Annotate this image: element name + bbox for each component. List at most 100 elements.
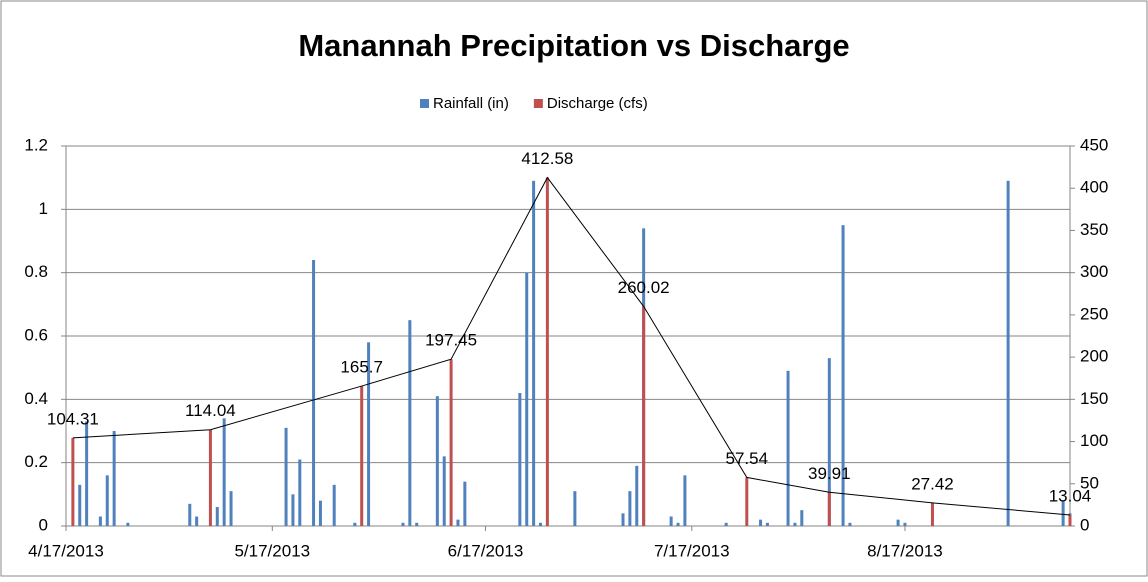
- bar: [642, 306, 646, 526]
- bar: [545, 177, 549, 526]
- data-label: 165.7: [340, 358, 383, 377]
- chart-title: Manannah Precipitation vs Discharge: [298, 28, 849, 63]
- bar: [85, 421, 89, 526]
- bar: [332, 484, 336, 526]
- y2-tick-label: 300: [1080, 262, 1108, 281]
- bar: [298, 459, 302, 526]
- bar: [105, 475, 109, 526]
- bar: [367, 342, 371, 526]
- bar: [1068, 514, 1072, 526]
- bar: [745, 477, 749, 526]
- bar: [538, 522, 542, 526]
- bar: [669, 516, 673, 526]
- y2-tick-label: 400: [1080, 178, 1108, 197]
- y-tick-label: 0.8: [24, 262, 48, 281]
- bar: [841, 225, 845, 526]
- legend-swatch: [533, 99, 543, 108]
- bar: [628, 491, 632, 526]
- y-tick-label: 0.6: [24, 325, 48, 344]
- bar: [525, 272, 529, 526]
- bar: [78, 484, 82, 526]
- bar: [724, 522, 728, 526]
- bar: [126, 522, 130, 526]
- x-tick-label: 8/17/2013: [867, 541, 943, 560]
- data-label: 104.31: [47, 409, 99, 428]
- data-label: 412.58: [521, 149, 573, 168]
- bar: [415, 522, 419, 526]
- bar: [222, 418, 226, 526]
- y2-tick-label: 150: [1080, 389, 1108, 408]
- bar: [765, 522, 769, 526]
- bar: [208, 429, 212, 526]
- data-label: 13.04: [1049, 486, 1092, 505]
- bar: [573, 491, 577, 526]
- bar: [195, 516, 199, 526]
- x-tick-label: 7/17/2013: [654, 541, 730, 560]
- bar: [408, 320, 412, 526]
- bar: [456, 519, 460, 526]
- bar: [621, 513, 625, 526]
- bar: [353, 522, 357, 526]
- bar: [71, 437, 75, 526]
- bar: [518, 393, 522, 526]
- bar: [759, 519, 763, 526]
- bar: [463, 481, 467, 526]
- bar: [291, 494, 295, 526]
- bar: [793, 522, 797, 526]
- y2-tick-label: 350: [1080, 220, 1108, 239]
- bar: [1061, 500, 1065, 526]
- bar: [112, 431, 116, 526]
- x-tick-label: 4/17/2013: [28, 541, 104, 560]
- bar: [532, 180, 536, 527]
- bar: [786, 370, 790, 526]
- y-tick-label: 0: [39, 515, 48, 534]
- bar: [800, 510, 804, 526]
- bar: [930, 502, 934, 526]
- bar: [896, 519, 900, 526]
- bar: [848, 522, 852, 526]
- bar: [284, 427, 288, 526]
- y2-tick-label: 200: [1080, 347, 1108, 366]
- bar: [827, 492, 831, 526]
- y-tick-label: 1.2: [24, 135, 48, 154]
- data-label: 57.54: [726, 449, 769, 468]
- bar: [229, 491, 233, 526]
- y2-tick-label: 50: [1080, 473, 1099, 492]
- y-tick-label: 0.4: [24, 389, 48, 408]
- bar: [312, 260, 316, 526]
- bar: [98, 516, 102, 526]
- bar: [442, 456, 446, 526]
- y2-tick-label: 0: [1080, 515, 1089, 534]
- bar: [827, 358, 831, 526]
- data-label: 260.02: [618, 278, 670, 297]
- data-label: 27.42: [911, 474, 954, 493]
- data-label: 114.04: [185, 401, 236, 420]
- legend-swatch: [420, 99, 429, 108]
- bar: [1006, 180, 1010, 527]
- bar: [683, 475, 687, 526]
- data-label: 197.45: [425, 331, 477, 350]
- bar: [215, 507, 219, 526]
- y2-tick-label: 450: [1080, 135, 1108, 154]
- bar: [360, 386, 364, 526]
- bar: [449, 359, 453, 526]
- x-tick-label: 6/17/2013: [448, 541, 524, 560]
- y2-tick-label: 100: [1080, 431, 1108, 450]
- x-tick-label: 5/17/2013: [234, 541, 310, 560]
- data-label: 39.91: [808, 464, 851, 483]
- bar: [318, 500, 322, 526]
- legend-label: Rainfall (in): [433, 95, 509, 112]
- bar: [188, 503, 192, 526]
- bar: [401, 522, 405, 526]
- bar: [635, 465, 639, 526]
- bar: [676, 522, 680, 526]
- y-tick-label: 1: [39, 199, 48, 218]
- y2-tick-label: 250: [1080, 304, 1108, 323]
- y-tick-label: 0.2: [24, 452, 48, 471]
- legend-label: Discharge (cfs): [547, 95, 648, 112]
- bar: [435, 396, 439, 526]
- discharge-line: [72, 176, 1071, 516]
- bar: [903, 522, 907, 526]
